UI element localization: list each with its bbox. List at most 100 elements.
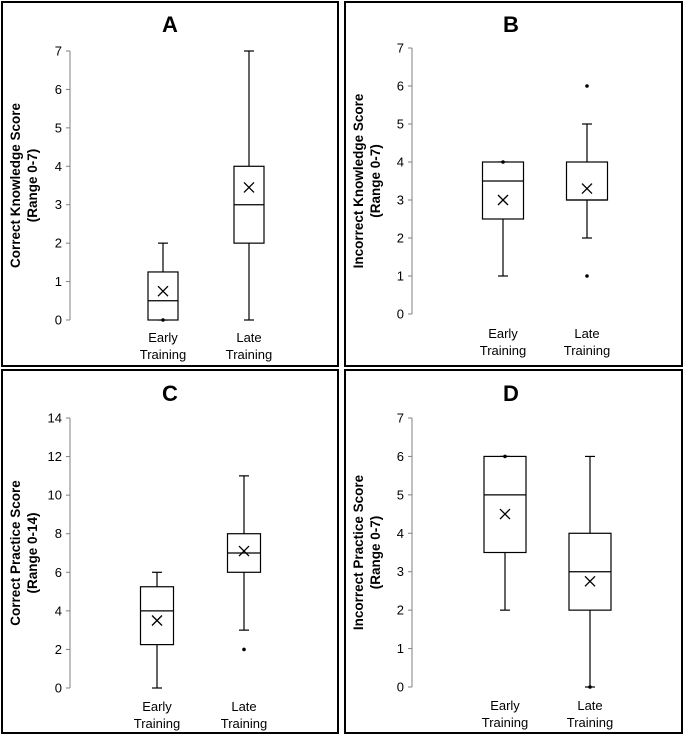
y-axis-label: Incorrect Practice Score (Range 0-7) [351,474,383,630]
mean-marker [243,181,255,193]
y-tick-label: 1 [397,641,404,656]
y-tick-label: 0 [397,680,404,695]
category-label-line: Early [488,326,518,341]
category-label-line: Training [134,716,180,731]
category-label: Early Training [140,330,186,362]
mean-marker [584,575,596,587]
category-label-line: Late [574,326,599,341]
category-label-line: Training [482,715,528,730]
y-tick-label: 3 [55,197,62,212]
mean-marker-stroke [243,181,255,193]
y-axis-label-line: (Range 0-14) [25,512,40,593]
category-label-line: Training [140,347,186,362]
box-plot [568,455,612,689]
category-label: Late Training [564,326,610,358]
box-plot [226,475,262,652]
panel-d: D 0 1 2 3 4 5 6 7 Incorrect Practice Score (Range … [344,369,683,734]
category-label-line: Training [567,715,613,730]
y-tick-label: 6 [397,79,404,94]
y-tick-label: 5 [397,117,404,132]
category-label: Late Training [567,698,613,730]
box-plot [483,454,527,611]
mean-marker-stroke [151,615,163,626]
y-tick-label: 2 [55,236,62,251]
category-label: Early Training [134,699,180,731]
box-plot [565,84,609,278]
box-iqr [139,586,175,646]
category-label-line: Early [148,330,178,345]
panel-frame [1,369,339,734]
y-axis-label: Correct Practice Score (Range 0-14) [8,480,40,626]
outlier-point [161,318,165,322]
box-iqr [481,161,525,220]
y-axis-label-line: Incorrect Practice Score [351,474,366,630]
y-tick-label: 4 [397,155,404,170]
mean-marker [238,545,250,557]
panel-letter: B [503,12,519,37]
outlier-point [585,84,589,88]
outlier-point [503,454,507,459]
mean-marker-stroke [499,508,511,520]
mean-marker-stroke [157,285,169,297]
y-tick-label: 2 [397,231,404,246]
y-tick-label: 12 [48,449,62,464]
y-axis-label-line: (Range 0-7) [368,516,383,590]
y-tick-label: 2 [397,603,404,618]
y-tick-label: 7 [55,44,62,59]
outlier-point [585,274,589,278]
category-label-line: Training [226,347,272,362]
category-label-line: Late [577,698,602,713]
y-axis-label-line: (Range 0-7) [25,149,40,223]
box-plot [233,50,265,321]
category-label-line: Early [490,698,520,713]
y-tick-label: 7 [397,411,404,426]
box-plot [139,571,175,689]
panel-b: B 0 1 2 3 4 5 6 7 Incorrect Knowledge Score (Range… [344,1,683,367]
category-label-line: Late [231,699,256,714]
outlier-point [588,685,592,689]
box-iqr [565,161,609,201]
y-tick-label: 1 [55,274,62,289]
panel-c: C 0 2 4 6 8 10 12 14 Correct Practice Score (Range… [1,369,339,734]
y-tick-label: 8 [55,526,62,541]
outlier-point [501,160,505,164]
y-tick-label: 4 [397,526,404,541]
y-tick-label: 5 [397,487,404,502]
category-label: Late Training [221,699,267,731]
box-iqr [483,455,527,554]
category-label: Early Training [482,698,528,730]
outlier-point [242,647,246,652]
mean-marker-stroke [584,575,596,587]
y-tick-label: 6 [55,565,62,580]
y-axis-label-line: Correct Knowledge Score [8,102,23,268]
category-label: Early Training [480,326,526,358]
panel-letter: C [162,381,178,406]
y-tick-label: 6 [55,82,62,97]
y-axis-label: Correct Knowledge Score (Range 0-7) [8,102,40,268]
y-tick-label: 4 [55,159,62,174]
panel-a: A 0 1 2 3 4 5 6 7 Correct Knowledge Score (Range 0… [1,1,339,367]
y-tick-label: 5 [55,120,62,135]
y-axis-label: Incorrect Knowledge Score (Range 0-7) [351,93,383,268]
y-axis-label-line: (Range 0-7) [368,144,383,218]
y-tick-label: 3 [397,564,404,579]
mean-marker [497,194,509,206]
mean-marker-stroke [497,194,509,206]
y-axis-label-line: Incorrect Knowledge Score [351,93,366,268]
mean-marker-stroke [581,183,593,195]
mean-marker [157,285,169,297]
box-iqr [147,271,179,321]
category-label-line: Training [564,343,610,358]
mean-marker [581,183,593,195]
y-tick-label: 7 [397,41,404,56]
y-tick-label: 6 [397,449,404,464]
y-tick-label: 0 [55,313,62,328]
category-label-line: Training [480,343,526,358]
panel-letter: D [503,381,519,406]
category-label: Late Training [226,330,272,362]
y-axis-label-line: Correct Practice Score [8,480,23,626]
category-label-line: Early [142,699,172,714]
category-label-line: Late [236,330,261,345]
y-tick-label: 0 [397,307,404,322]
